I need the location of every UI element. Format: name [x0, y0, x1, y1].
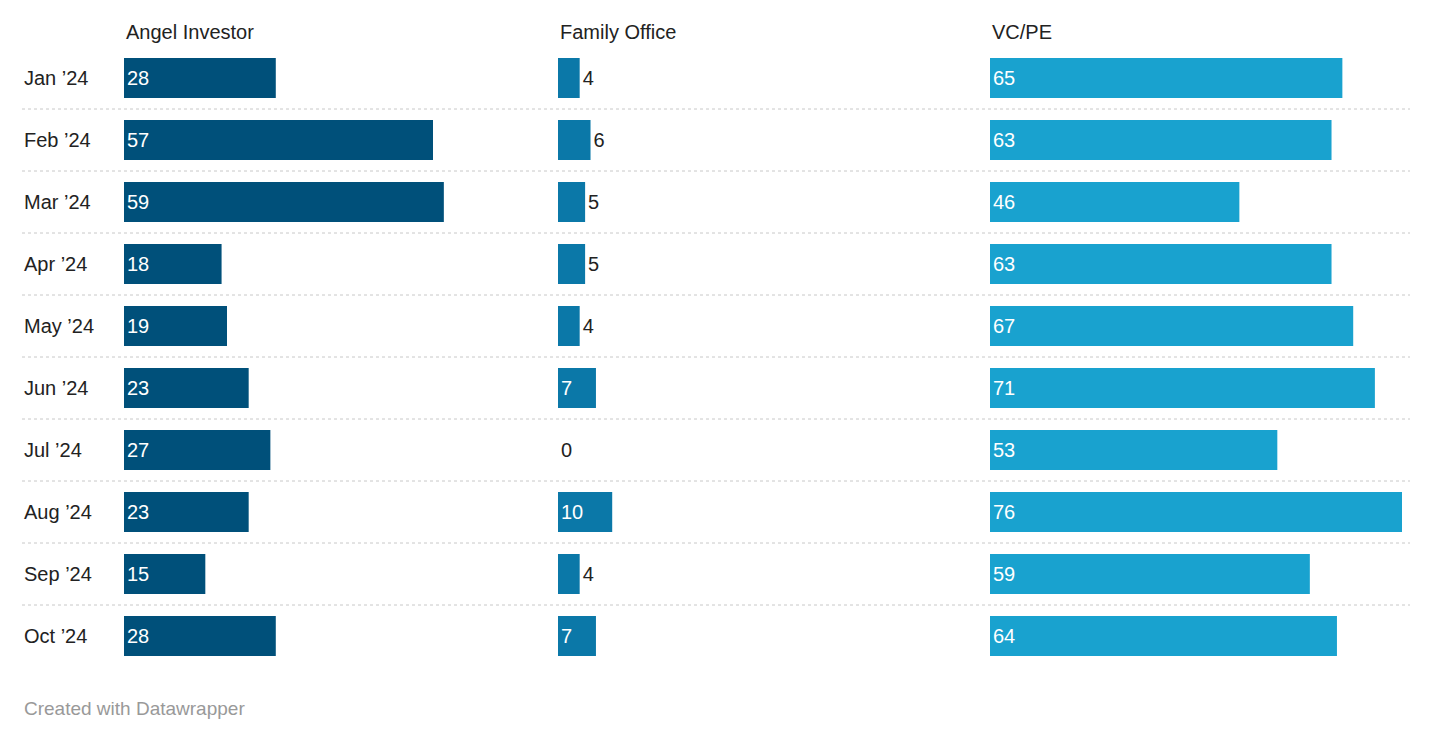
svg-text:Oct ’24: Oct ’24	[24, 625, 87, 647]
svg-text:67: 67	[993, 315, 1015, 337]
svg-text:Angel Investor: Angel Investor	[126, 21, 254, 43]
svg-text:28: 28	[127, 67, 149, 89]
svg-text:Sep ’24: Sep ’24	[24, 563, 92, 585]
svg-text:Aug ’24: Aug ’24	[24, 501, 92, 523]
svg-text:0: 0	[561, 439, 572, 461]
svg-text:Apr ’24: Apr ’24	[24, 253, 87, 275]
svg-text:Mar ’24: Mar ’24	[24, 191, 91, 213]
svg-text:5: 5	[588, 191, 599, 213]
svg-text:23: 23	[127, 377, 149, 399]
svg-text:Created with Datawrapper: Created with Datawrapper	[24, 698, 245, 719]
svg-text:Jan ’24: Jan ’24	[24, 67, 89, 89]
svg-text:18: 18	[127, 253, 149, 275]
svg-text:46: 46	[993, 191, 1015, 213]
svg-text:4: 4	[583, 67, 594, 89]
svg-text:6: 6	[594, 129, 605, 151]
svg-text:15: 15	[127, 563, 149, 585]
svg-text:64: 64	[993, 625, 1015, 647]
svg-text:Family Office: Family Office	[560, 21, 676, 43]
svg-text:23: 23	[127, 501, 149, 523]
svg-text:10: 10	[561, 501, 583, 523]
svg-text:71: 71	[993, 377, 1015, 399]
svg-text:7: 7	[561, 377, 572, 399]
svg-text:63: 63	[993, 129, 1015, 151]
svg-text:Feb ’24: Feb ’24	[24, 129, 91, 151]
svg-text:4: 4	[583, 563, 594, 585]
svg-text:Jun ’24: Jun ’24	[24, 377, 89, 399]
svg-text:59: 59	[993, 563, 1015, 585]
svg-text:7: 7	[561, 625, 572, 647]
svg-text:May ’24: May ’24	[24, 315, 94, 337]
svg-text:76: 76	[993, 501, 1015, 523]
svg-text:19: 19	[127, 315, 149, 337]
svg-text:63: 63	[993, 253, 1015, 275]
svg-text:4: 4	[583, 315, 594, 337]
svg-text:65: 65	[993, 67, 1015, 89]
svg-text:27: 27	[127, 439, 149, 461]
svg-text:28: 28	[127, 625, 149, 647]
svg-text:Jul ’24: Jul ’24	[24, 439, 82, 461]
svg-text:59: 59	[127, 191, 149, 213]
svg-text:VC/PE: VC/PE	[992, 21, 1052, 43]
svg-text:5: 5	[588, 253, 599, 275]
svg-text:57: 57	[127, 129, 149, 151]
svg-text:53: 53	[993, 439, 1015, 461]
